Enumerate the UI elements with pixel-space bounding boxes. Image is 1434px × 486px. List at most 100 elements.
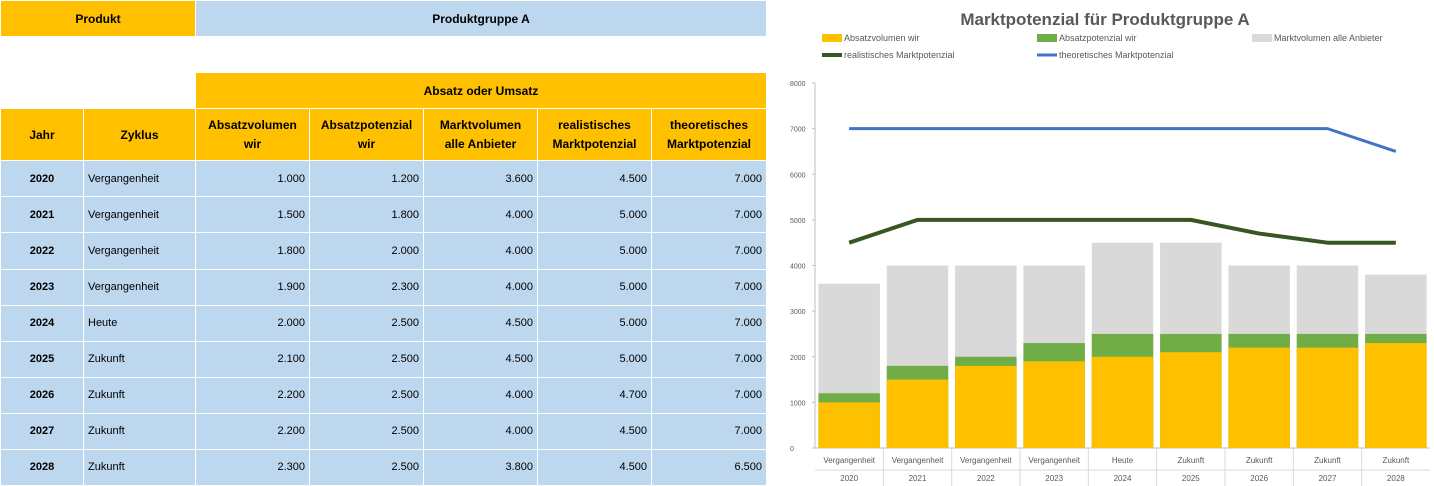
y-tick-label: 4000 [790,264,806,271]
empty-cell [83,72,196,110]
table-row: 2026 Zukunft 2.200 2.500 4.000 4.700 7.000 [0,376,767,414]
table-row: 2028 Zukunft 2.300 2.500 3.800 4.500 6.500 [0,448,767,486]
market-volume-cell: 4.000 [423,232,538,270]
y-tick-label: 3000 [790,309,806,316]
y-tick-label: 5000 [790,218,806,225]
x-year-label: 2021 [909,474,927,483]
header-year: Jahr [0,108,84,162]
table-row: 2020 Vergangenheit 1.000 1.200 3.600 4.500 7.0… [0,160,767,198]
year-cell: 2026 [0,376,84,414]
realistic-potential-cell: 4.500 [537,412,652,450]
table-row: 2025 Zukunft 2.100 2.500 4.500 5.000 7.000 [0,340,767,378]
sales-volume-cell: 2.100 [195,340,310,378]
sales-volume-cell: 2.000 [195,304,310,342]
theoretical-potential-cell: 7.000 [651,376,767,414]
year-cell: 2024 [0,304,84,342]
market-volume-cell: 4.500 [423,340,538,378]
year-cell: 2020 [0,160,84,198]
empty-cell [83,36,767,74]
sales-potential-cell: 2.500 [309,412,424,450]
sales-potential-cell: 2.500 [309,304,424,342]
x-cycle-label: Zukunft [1246,456,1273,465]
sales-potential-cell: 2.000 [309,232,424,270]
data-table: Produkt Produktgruppe A Absatz oder Umsa… [0,0,767,486]
theoretical-potential-cell: 7.000 [651,160,767,198]
realistic-potential-cell: 5.000 [537,304,652,342]
sales-volume-cell: 2.200 [195,412,310,450]
year-cell: 2028 [0,448,84,486]
realistic-potential-cell: 5.000 [537,268,652,306]
legend-label-2: Marktvolumen alle Anbieter [1274,33,1383,43]
table-row: 2022 Vergangenheit 1.800 2.000 4.000 5.000 7.0… [0,232,767,270]
sales-volume-cell: 2.300 [195,448,310,486]
theoretical-potential-cell: 7.000 [651,268,767,306]
table-row: 2027 Zukunft 2.200 2.500 4.000 4.500 7.000 [0,412,767,450]
plot-area: 0 1000 2000 3000 4000 5000 6000 7000 8000 Vergang… [790,81,1430,486]
x-cycle-label: Vergangenheit [823,456,875,465]
x-cycle-label: Heute [1112,456,1134,465]
market-volume-cell: 4.000 [423,268,538,306]
cycle-cell: Zukunft [83,412,196,450]
legend-label-0: Absatzvolumen wir [844,33,920,43]
legend-label-3: realistisches Marktpotenzial [844,50,955,60]
cycle-cell: Vergangenheit [83,268,196,306]
sales-potential-cell: 1.800 [309,196,424,234]
header-market-volume: Marktvolumen alle Anbieter [423,108,538,162]
theoretical-potential-cell: 7.000 [651,304,767,342]
realistic-potential-cell: 4.500 [537,160,652,198]
legend-label-1: Absatzpotenzial wir [1059,33,1137,43]
empty-cell [0,72,84,110]
realistic-potential-cell: 5.000 [537,340,652,378]
cycle-cell: Vergangenheit [83,232,196,270]
header-cycle: Zyklus [83,108,196,162]
legend-label-4: theoretisches Marktpotenzial [1059,50,1174,60]
realistic-potential-cell: 5.000 [537,232,652,270]
sales-potential-cell: 2.500 [309,340,424,378]
sheet-gap [766,0,787,486]
bar-0-0 [818,402,880,448]
legend-swatch-2 [1252,34,1272,42]
sales-volume-cell: 2.200 [195,376,310,414]
cycle-cell: Vergangenheit [83,196,196,234]
sales-volume-cell: 1.000 [195,160,310,198]
x-year-label: 2025 [1182,474,1200,483]
year-cell: 2027 [0,412,84,450]
metric-label: Absatz oder Umsatz [195,72,767,110]
y-tick-label: 0 [790,446,794,453]
x-year-label: 2028 [1387,474,1405,483]
market-volume-cell: 4.000 [423,196,538,234]
empty-cell [0,36,84,74]
theoretical-potential-cell: 7.000 [651,340,767,378]
bar-0-6 [1228,347,1290,448]
sales-potential-cell: 2.300 [309,268,424,306]
header-sales-volume: Absatzvolumen wir [195,108,310,162]
x-cycle-label: Vergangenheit [1028,456,1080,465]
x-cycle-label: Zukunft [1382,456,1409,465]
cycle-cell: Heute [83,304,196,342]
legend-swatch-1 [1037,34,1057,42]
year-cell: 2025 [0,340,84,378]
sales-potential-cell: 2.500 [309,448,424,486]
theoretical-potential-cell: 7.000 [651,232,767,270]
x-year-label: 2027 [1319,474,1337,483]
bar-0-5 [1160,352,1222,448]
x-year-label: 2023 [1045,474,1063,483]
chart-legend: Absatzvolumen wir Absatzpotenzial wir Mark… [822,33,1383,60]
cycle-cell: Zukunft [83,448,196,486]
table-row: 2021 Vergangenheit 1.500 1.800 4.000 5.000 7.0… [0,196,767,234]
x-cycle-label: Zukunft [1314,456,1341,465]
x-year-label: 2024 [1114,474,1132,483]
sales-volume-cell: 1.500 [195,196,310,234]
header-realistic-potential: realistisches Marktpotenzial [537,108,652,162]
bar-0-3 [1023,361,1085,448]
market-volume-cell: 4.000 [423,412,538,450]
bar-0-7 [1296,347,1359,448]
sales-volume-cell: 1.900 [195,268,310,306]
x-cycle-label: Zukunft [1177,456,1204,465]
market-volume-cell: 3.800 [423,448,538,486]
header-theoretical-potential: theoretisches Marktpotenzial [651,108,767,162]
y-tick-label: 2000 [790,355,806,362]
x-year-label: 2026 [1250,474,1268,483]
sales-volume-cell: 1.800 [195,232,310,270]
theoretical-potential-cell: 7.000 [651,412,767,450]
